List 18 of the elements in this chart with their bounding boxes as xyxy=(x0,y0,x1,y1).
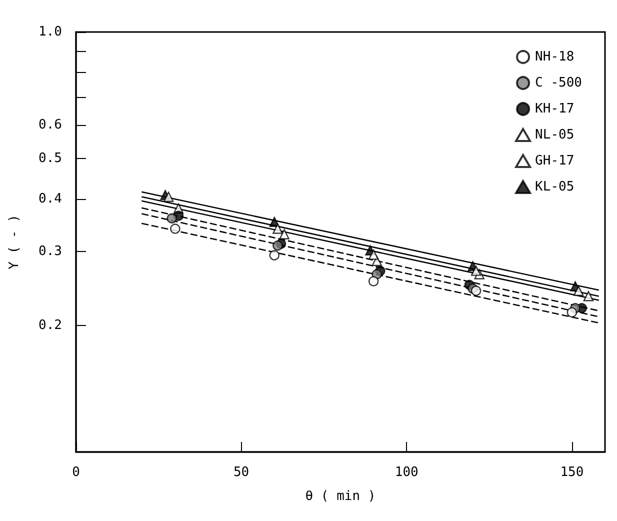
x-tick-label: 50 xyxy=(233,465,250,480)
y-tick-label: 0.3 xyxy=(38,244,62,260)
y-tick-label: 1.0 xyxy=(38,24,62,40)
y-tick-label: 0.5 xyxy=(38,150,62,166)
y-tick-label: 0.2 xyxy=(38,318,62,334)
y-tick-label: 0.4 xyxy=(38,192,62,207)
legend-label: GH-17 xyxy=(535,154,574,168)
x-axis-title: θ ( min ) xyxy=(305,489,376,504)
x-tick-label: 0 xyxy=(72,465,80,480)
legend-label: KH-17 xyxy=(535,102,574,116)
y-tick-label: 0.6 xyxy=(38,118,62,133)
x-tick-label: 150 xyxy=(560,465,584,480)
legend-label: NL-05 xyxy=(535,128,574,142)
legend-label: C -500 xyxy=(535,76,582,90)
x-tick-label: 100 xyxy=(394,465,418,480)
y-axis-title: Y ( - ) xyxy=(7,214,22,270)
legend-label: KL-05 xyxy=(535,180,574,194)
legend-label: NH-18 xyxy=(535,50,574,64)
